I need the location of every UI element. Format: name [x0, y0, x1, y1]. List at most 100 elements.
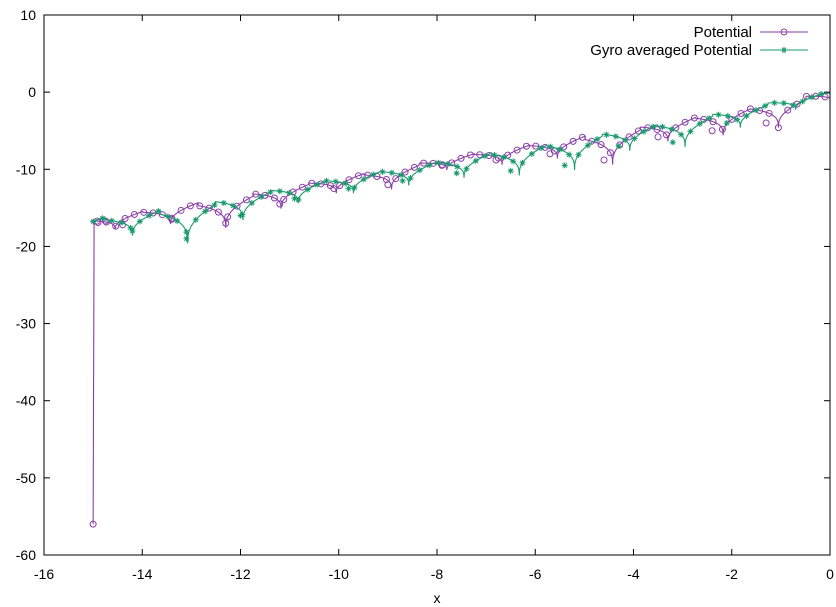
data-point: [734, 116, 741, 123]
data-point: [762, 119, 770, 127]
data-point: [252, 190, 260, 198]
data-point: [270, 194, 278, 202]
data-point: [561, 162, 568, 169]
data-point: [121, 215, 129, 223]
data-point: [654, 133, 662, 141]
data-point: [799, 98, 806, 105]
data-point: [379, 168, 386, 175]
x-tick-label: -12: [230, 566, 250, 582]
data-point: [276, 188, 283, 195]
data-point: [392, 175, 400, 183]
data-point: [304, 186, 311, 193]
data-point: [653, 126, 661, 134]
data-point: [575, 151, 582, 158]
data-point: [99, 215, 106, 222]
x-tick-label: -4: [627, 566, 640, 582]
data-point: [280, 196, 288, 204]
data-point: [136, 218, 143, 225]
data-point: [149, 209, 157, 217]
x-tick-label: -6: [529, 566, 542, 582]
data-point: [174, 217, 181, 224]
data-point: [669, 139, 676, 146]
data-point: [594, 136, 601, 143]
ticks-layer: -16 -14 -12 -10 -8 -6 -4 -2 0-60-50-40-30-20-100…: [16, 7, 834, 582]
data-point: [746, 105, 754, 113]
data-point: [332, 178, 339, 185]
data-point: [528, 150, 535, 157]
data-point: [606, 149, 614, 157]
data-point: [532, 142, 540, 150]
data-point: [569, 137, 577, 145]
data-point: [659, 123, 666, 130]
data-point: [354, 172, 362, 180]
data-point: [102, 218, 110, 226]
data-point: [662, 131, 670, 139]
data-point: [560, 143, 568, 151]
data-point: [631, 135, 638, 142]
y-tick-label: -50: [16, 470, 36, 486]
data-point: [351, 184, 358, 191]
data-point: [650, 123, 657, 130]
y-tick-label: -20: [16, 238, 36, 254]
data-point: [90, 218, 97, 225]
data-point: [345, 176, 353, 184]
data-point: [578, 133, 586, 141]
y-tick-label: -60: [16, 547, 36, 563]
data-point: [519, 159, 526, 166]
x-tick-label: -10: [329, 566, 349, 582]
data-point: [668, 126, 675, 133]
data-point: [472, 157, 479, 164]
series-line: [92, 92, 830, 244]
data-point: [507, 167, 514, 174]
data-point: [491, 152, 498, 159]
data-point: [706, 115, 713, 122]
data-point: [724, 113, 731, 120]
data-point: [177, 206, 185, 214]
data-point: [129, 228, 136, 234]
data-point: [771, 99, 778, 106]
data-point: [239, 211, 246, 218]
x-axis-label: x: [434, 590, 441, 606]
data-point: [597, 141, 605, 149]
data-point: [242, 196, 250, 204]
data-point: [752, 107, 759, 114]
data-point: [230, 202, 237, 209]
data-point: [774, 124, 782, 132]
data-point: [108, 217, 115, 224]
series-gyro-averaged-potential: [90, 91, 830, 244]
data-point: [476, 151, 484, 159]
data-point: [298, 183, 306, 191]
data-point: [426, 162, 433, 169]
y-tick-label: 0: [28, 84, 36, 100]
y-tick-label: -40: [16, 393, 36, 409]
data-point: [342, 180, 349, 187]
data-point: [267, 189, 274, 196]
data-point: [808, 94, 815, 101]
data-point: [566, 151, 573, 158]
data-point: [687, 128, 694, 135]
data-point: [634, 127, 642, 135]
data-point: [546, 150, 554, 158]
data-point: [276, 200, 284, 208]
data-point: [286, 189, 293, 196]
y-tick-label: -30: [16, 316, 36, 332]
data-point: [183, 229, 190, 236]
data-point: [164, 213, 171, 220]
x-tick-label: 0: [826, 566, 834, 582]
data-point: [401, 168, 409, 176]
x-tick-label: -8: [431, 566, 444, 582]
data-point: [155, 208, 162, 215]
y-tick-label: 10: [20, 7, 36, 23]
legend-label: Potential: [694, 24, 752, 41]
data-point: [222, 219, 230, 227]
data-point: [429, 159, 437, 167]
data-point: [463, 165, 470, 172]
data-point: [410, 163, 418, 171]
data-point: [762, 102, 769, 109]
data-point: [622, 137, 629, 144]
data-point: [821, 93, 829, 101]
data-point: [205, 204, 213, 212]
data-point: [453, 170, 460, 177]
data-point: [237, 212, 244, 219]
